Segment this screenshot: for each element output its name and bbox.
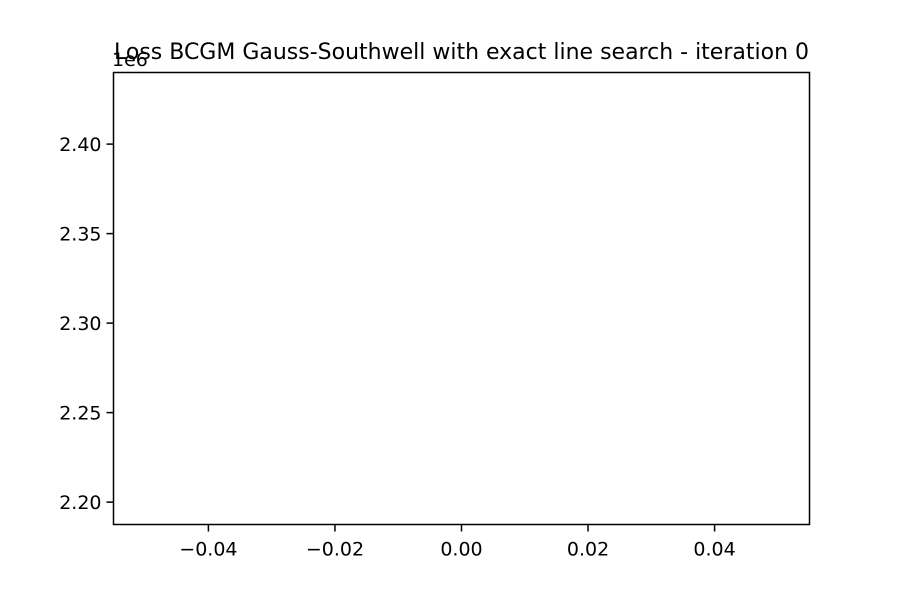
x-tick-label: −0.02 (306, 539, 364, 561)
y-axis-offset-label: 1e6 (112, 49, 148, 71)
chart-title: Loss BCGM Gauss-Southwell with exact lin… (114, 40, 809, 65)
y-tick-label: 2.40 (59, 134, 101, 156)
x-tick-label: 0.02 (567, 539, 609, 561)
y-axis-ticks: 2.20 2.25 2.30 2.35 2.40 (59, 134, 114, 514)
y-tick-label: 2.30 (59, 313, 101, 335)
x-tick-label: −0.04 (179, 539, 237, 561)
y-tick-label: 2.35 (59, 224, 101, 246)
y-tick-label: 2.20 (59, 492, 101, 514)
y-tick-label: 2.25 (59, 403, 101, 425)
x-tick-label: 0.04 (693, 539, 735, 561)
x-tick-label: 0.00 (440, 539, 482, 561)
plot-area-frame (112, 71, 811, 526)
x-axis-ticks: −0.04 −0.02 0.00 0.02 0.04 (179, 524, 736, 561)
